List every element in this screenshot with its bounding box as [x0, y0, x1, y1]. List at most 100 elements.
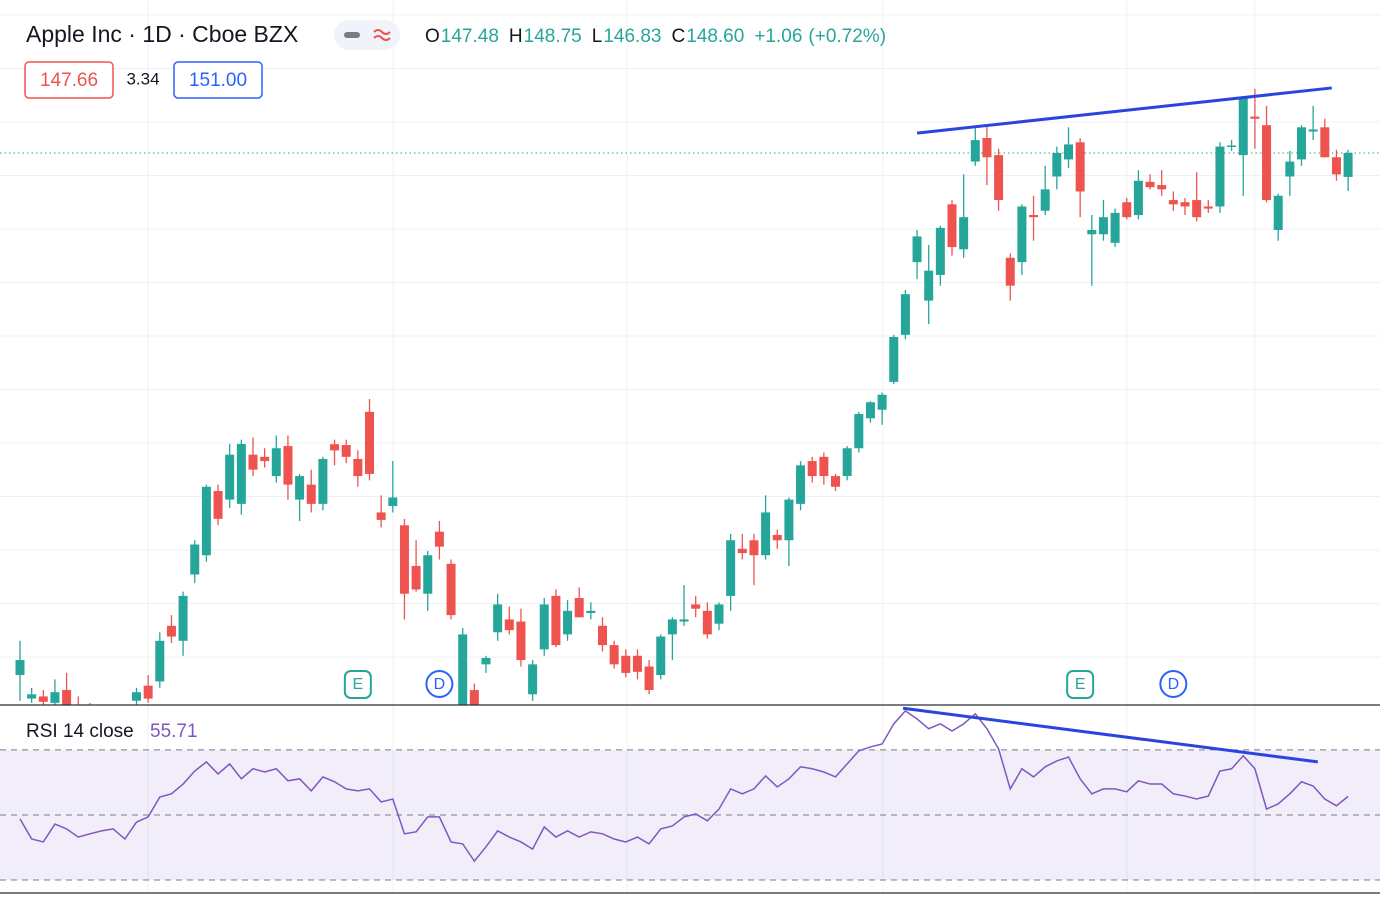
candle-body [85, 709, 94, 718]
candle-body [679, 619, 689, 622]
spread: 3.34 [126, 69, 159, 88]
rsi-line [19, 709, 1349, 863]
candle-body [1331, 157, 1341, 175]
candle-body [120, 709, 129, 713]
ohlc-value: 148.75 [524, 26, 582, 47]
candle-body [1343, 152, 1353, 177]
candle-body [959, 217, 969, 250]
candle-body [365, 411, 374, 474]
candle-body [982, 138, 992, 158]
candle-body [306, 484, 316, 504]
candle-body [388, 497, 398, 507]
indicator-pill[interactable] [334, 20, 400, 50]
event-label: D [1168, 676, 1180, 693]
candle-body [1122, 202, 1132, 218]
ohlc-label: C [671, 26, 685, 47]
candle-body [1157, 185, 1167, 190]
candle-body [574, 598, 584, 618]
candle-body [330, 444, 340, 451]
candle-body [854, 414, 864, 449]
candle-body [819, 456, 829, 477]
candle-body [924, 270, 934, 301]
candle-body [423, 555, 433, 594]
ohlc-label: H [509, 26, 523, 47]
candle-body [248, 454, 258, 470]
candle-body [772, 534, 782, 541]
candle-body [1087, 230, 1097, 235]
candle-body [900, 294, 910, 335]
candle-body [1203, 206, 1213, 209]
candle-body [38, 696, 48, 702]
pill-icon [344, 32, 360, 38]
candle-body [62, 690, 72, 705]
candle-body [947, 204, 957, 248]
sell-box[interactable] [24, 61, 114, 99]
event-label: E [353, 676, 364, 693]
candle-body [1075, 142, 1085, 192]
candle-body [667, 619, 677, 635]
candle-body [481, 657, 491, 665]
candle-body [283, 446, 293, 485]
candle-body [1040, 189, 1050, 211]
candle-body [644, 666, 654, 691]
candle-body [1110, 212, 1120, 243]
buy-box[interactable] [173, 61, 263, 99]
event-marker [343, 670, 372, 699]
candle-body [702, 610, 712, 635]
candle-body [318, 458, 328, 504]
candle-body [1250, 116, 1260, 119]
event-marker [1066, 670, 1095, 699]
candle-body [1285, 161, 1295, 177]
candle-body [1168, 200, 1178, 205]
candle-body [50, 692, 60, 703]
candle-body [935, 227, 945, 275]
change: +1.06 [754, 26, 802, 47]
candle-body [341, 445, 351, 457]
candle-body [1308, 129, 1318, 132]
candle-body [551, 595, 561, 646]
candle-body [236, 443, 246, 504]
candle-body [784, 499, 794, 541]
candle-body [469, 690, 479, 705]
sell-price: 147.66 [40, 70, 98, 91]
candle-body [1017, 206, 1027, 263]
trend-line [902, 706, 1319, 764]
candle-body [225, 454, 235, 500]
candle-body [1029, 215, 1039, 218]
candle-body [1262, 125, 1272, 201]
candle-body [155, 640, 165, 682]
candle-body [528, 664, 538, 695]
candle-body [516, 621, 526, 661]
event-marker [425, 670, 454, 698]
candle-body [190, 544, 200, 575]
header: Apple Inc · 1D · Cboe BZX O 147.48 H 148.75… [24, 20, 886, 99]
candle-body [749, 540, 759, 556]
candle-body [842, 448, 852, 477]
candle-body [970, 140, 980, 162]
pill-icon [373, 29, 391, 41]
candle-body [726, 540, 736, 596]
change-pct: (+0.72%) [808, 26, 886, 47]
candle-body [446, 563, 456, 616]
ohlc-label: O [425, 26, 440, 47]
ohlc-label: L [592, 26, 603, 47]
trend-line [916, 86, 1332, 135]
candle-body [807, 461, 817, 477]
candle-body [1064, 144, 1073, 160]
candle-body [295, 476, 305, 500]
candle-body [912, 236, 922, 263]
candle-body [376, 512, 386, 520]
ohlc-value: 146.83 [603, 26, 661, 47]
candle-body [399, 525, 409, 594]
event-label: E [1075, 676, 1086, 693]
candle-body [15, 660, 25, 676]
ohlc-legend: O 147.48 H 148.75 L 146.83 C 148.60 +1.06 (+0.72%… [425, 26, 886, 47]
candle-body [1238, 97, 1248, 156]
candle-body [1145, 181, 1155, 188]
price-pane [0, 86, 1380, 718]
candle-body [865, 402, 875, 419]
rsi-label: RSI 14 close [26, 721, 134, 742]
candle-body [493, 604, 503, 633]
